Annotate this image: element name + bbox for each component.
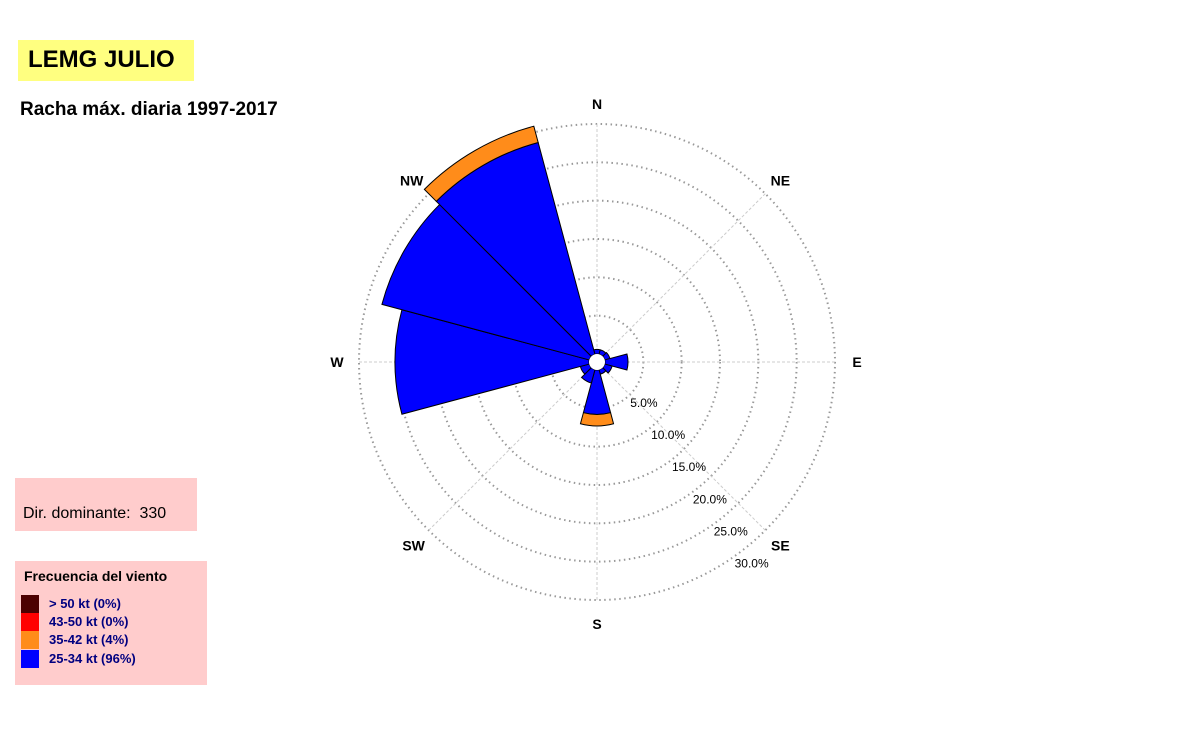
chart-title: LEMG JULIO [28,46,175,73]
title-box: LEMG JULIO [18,40,194,81]
rose-center [589,354,605,370]
radial-tick-label: 20.0% [693,492,727,506]
chart-subtitle: Racha máx. diaria 1997-2017 [20,99,278,120]
legend-swatch [21,595,39,613]
legend-swatch [21,613,39,631]
direction-label: SE [771,537,790,553]
legend-label: > 50 kt (0%) [49,596,121,611]
radial-tick-label: 15.0% [672,460,706,474]
legend-label: 25-34 kt (96%) [49,651,136,666]
legend-label: 35-42 kt (4%) [49,632,129,647]
radial-tick-label: 30.0% [735,557,769,571]
direction-label: SW [402,537,425,553]
direction-label: S [592,616,601,632]
direction-label: N [592,96,602,112]
radial-tick-label: 10.0% [651,428,685,442]
legend-swatch [21,631,39,649]
dominant-direction-label: Dir. dominante: [23,505,131,522]
legend-label: 43-50 kt (0%) [49,614,129,629]
rose-labels: N NE E SE S SW W NW 5.0% 10.0% 15.0% 20.0% 25.0% 30.0… [330,96,861,632]
grid-spoke [596,361,766,531]
rose-sector [423,125,539,203]
dominant-direction-value: 330 [139,505,167,522]
direction-label: W [330,354,344,370]
direction-label: E [852,354,861,370]
direction-label: NE [771,173,790,189]
dominant-direction-box: Dir. dominante: 330 [15,478,197,531]
radial-tick-label: 25.0% [714,524,748,538]
direction-label: NW [400,173,424,189]
radial-tick-label: 5.0% [630,396,658,410]
legend: Frecuencia del viento > 50 kt (0%) 43-50… [15,561,207,685]
rose-sectors [381,125,629,427]
grid-circle [396,161,798,563]
grid-spoke [596,193,766,363]
legend-swatch [21,650,39,668]
dominant-direction-text: Dir. dominante: 330 [23,505,166,523]
rose-sector [579,412,615,427]
legend-title: Frecuencia del viento [24,568,168,584]
